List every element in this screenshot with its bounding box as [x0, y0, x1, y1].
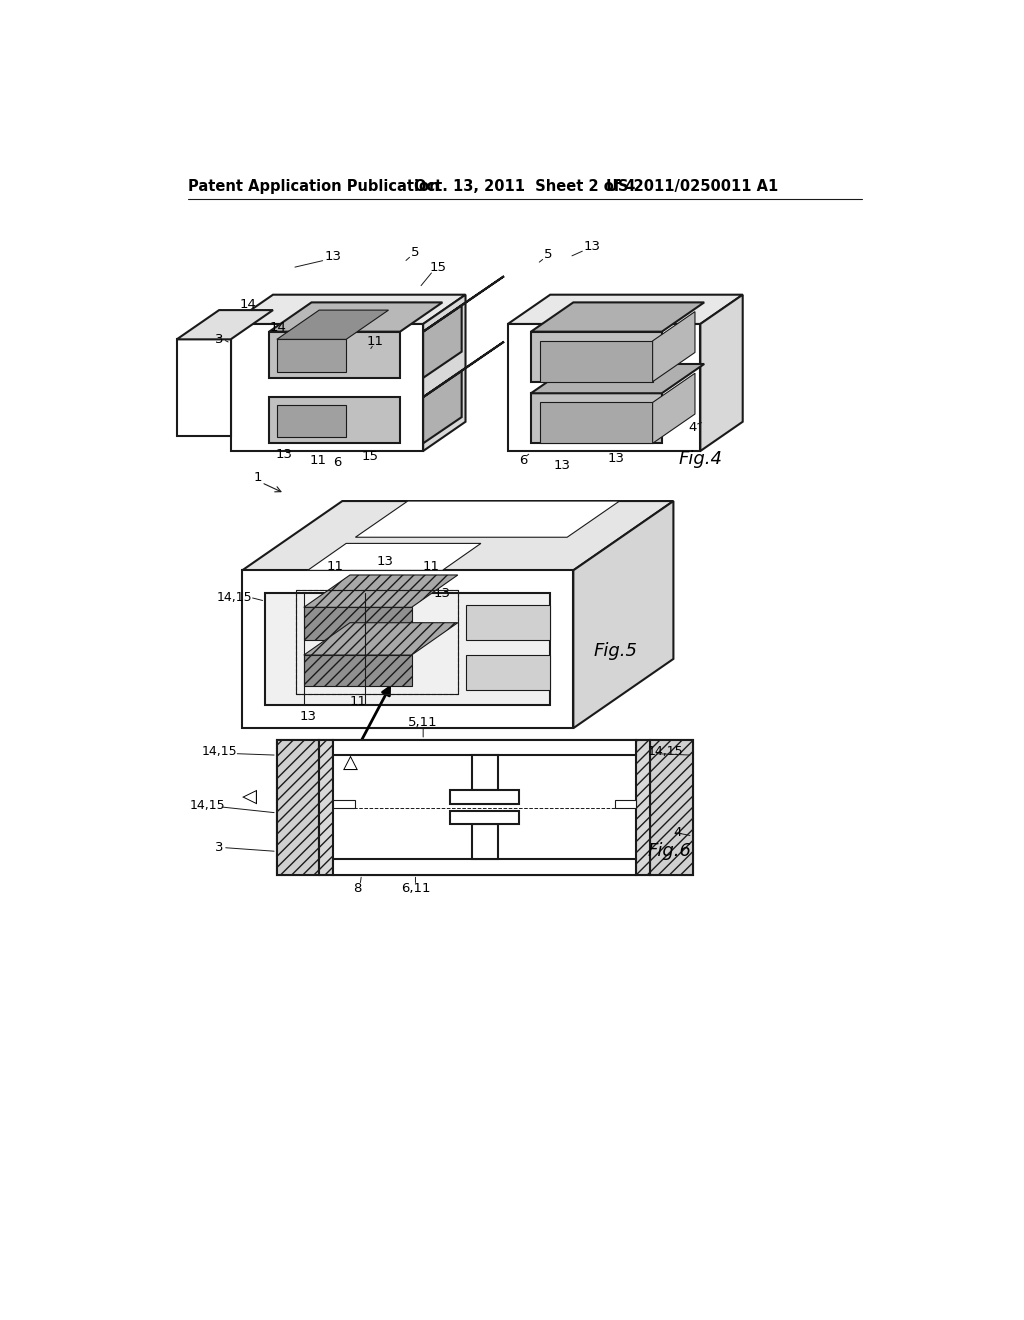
Text: 11: 11 — [367, 335, 384, 348]
Polygon shape — [541, 403, 652, 444]
Text: 5: 5 — [412, 246, 420, 259]
Text: 13: 13 — [376, 554, 393, 568]
Polygon shape — [243, 570, 573, 729]
Polygon shape — [423, 371, 462, 444]
Polygon shape — [265, 594, 550, 705]
Text: 13: 13 — [299, 710, 316, 723]
Text: 13: 13 — [584, 240, 601, 253]
Text: 3: 3 — [215, 333, 223, 346]
Text: Fig.5: Fig.5 — [594, 643, 638, 660]
Text: 4: 4 — [673, 825, 681, 838]
Polygon shape — [243, 502, 674, 570]
Text: △: △ — [342, 754, 357, 772]
Text: Patent Application Publication: Patent Application Publication — [188, 180, 440, 194]
Text: Oct. 13, 2011  Sheet 2 of 4: Oct. 13, 2011 Sheet 2 of 4 — [414, 180, 635, 194]
Text: 8: 8 — [353, 882, 361, 895]
Text: 6,11: 6,11 — [400, 882, 430, 895]
Polygon shape — [466, 605, 550, 640]
Polygon shape — [333, 800, 354, 808]
Polygon shape — [637, 739, 650, 875]
Polygon shape — [573, 502, 674, 729]
Polygon shape — [269, 302, 442, 331]
Polygon shape — [541, 341, 652, 381]
Polygon shape — [319, 739, 333, 875]
Text: 13: 13 — [276, 449, 293, 462]
Polygon shape — [652, 374, 695, 444]
Text: 15: 15 — [361, 450, 379, 463]
Polygon shape — [531, 302, 705, 331]
Polygon shape — [269, 397, 400, 444]
Polygon shape — [531, 393, 662, 444]
Polygon shape — [276, 339, 346, 372]
Text: 14: 14 — [240, 298, 256, 312]
Polygon shape — [472, 825, 498, 859]
Text: 13: 13 — [607, 453, 625, 465]
Polygon shape — [423, 276, 504, 331]
Polygon shape — [307, 544, 481, 570]
Polygon shape — [177, 339, 230, 436]
Polygon shape — [451, 789, 519, 804]
Polygon shape — [276, 739, 692, 875]
Text: 14,15: 14,15 — [490, 660, 525, 673]
Text: US 2011/0250011 A1: US 2011/0250011 A1 — [606, 180, 778, 194]
Text: 6: 6 — [519, 454, 527, 467]
Polygon shape — [230, 294, 466, 323]
Text: Fig.4: Fig.4 — [678, 450, 722, 467]
Text: 13: 13 — [369, 601, 385, 614]
Polygon shape — [276, 739, 319, 875]
Polygon shape — [276, 310, 388, 339]
Polygon shape — [269, 331, 400, 378]
Polygon shape — [304, 623, 458, 655]
Polygon shape — [531, 364, 705, 393]
Text: 6: 6 — [333, 455, 341, 469]
Text: 13: 13 — [434, 587, 451, 601]
Polygon shape — [177, 310, 273, 339]
Text: 4: 4 — [688, 421, 697, 434]
Polygon shape — [423, 305, 462, 378]
Text: 14: 14 — [270, 321, 287, 334]
Text: 5,11: 5,11 — [409, 717, 438, 730]
Polygon shape — [423, 294, 466, 451]
Polygon shape — [304, 607, 412, 640]
Text: 11: 11 — [422, 560, 439, 573]
Text: 14,15: 14,15 — [648, 744, 684, 758]
Polygon shape — [423, 342, 504, 397]
Text: 13: 13 — [553, 459, 570, 473]
Polygon shape — [276, 405, 346, 437]
Text: ◁: ◁ — [243, 787, 257, 805]
Text: 1: 1 — [253, 471, 262, 484]
Text: Fig.6: Fig.6 — [647, 842, 691, 861]
Polygon shape — [451, 810, 519, 825]
Text: 5: 5 — [545, 248, 553, 261]
Polygon shape — [508, 294, 742, 323]
Text: 11: 11 — [349, 694, 367, 708]
Polygon shape — [230, 323, 423, 451]
Text: 11: 11 — [326, 560, 343, 573]
Polygon shape — [614, 800, 637, 808]
Text: 14,15: 14,15 — [202, 744, 237, 758]
Polygon shape — [472, 755, 498, 789]
Polygon shape — [355, 502, 620, 537]
Text: 11: 11 — [309, 454, 327, 467]
Polygon shape — [466, 655, 550, 689]
Polygon shape — [508, 323, 700, 451]
Text: 3: 3 — [215, 841, 223, 854]
Text: 14,15: 14,15 — [189, 799, 225, 812]
Polygon shape — [700, 294, 742, 451]
Polygon shape — [531, 331, 662, 381]
Text: 14,15: 14,15 — [217, 591, 252, 603]
Text: 13: 13 — [325, 249, 342, 263]
Polygon shape — [333, 859, 637, 875]
Polygon shape — [304, 576, 458, 607]
Polygon shape — [304, 655, 412, 686]
Text: 15: 15 — [430, 261, 447, 275]
Polygon shape — [333, 739, 637, 755]
Polygon shape — [650, 739, 692, 875]
Polygon shape — [652, 312, 695, 381]
